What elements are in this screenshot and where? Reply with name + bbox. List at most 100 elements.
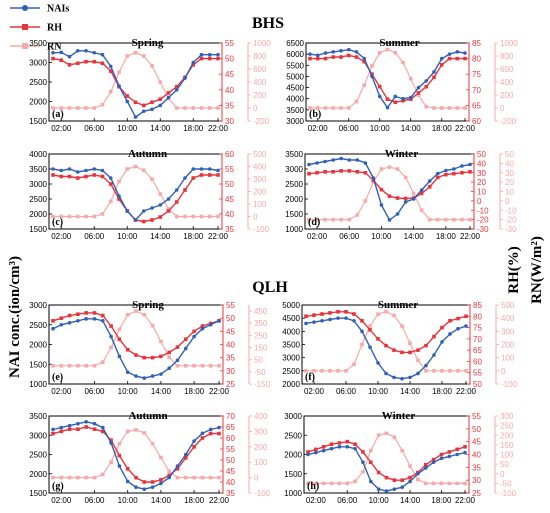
point-nais [439,456,444,461]
rh-tick-label: 65 [472,101,481,110]
nai-tick-label: 4000 [29,150,47,159]
point-rn [339,106,343,110]
point-rn [216,106,220,110]
point-rn [455,106,460,110]
point-nais [337,445,342,449]
rh-tick-label: 25 [472,489,481,498]
rh-tick-label: 45 [226,327,235,336]
point-nais [329,446,334,451]
panel-title: Winter [385,148,419,160]
point-rh [117,337,122,342]
x-tick-label: 02:00 [306,496,327,505]
x-tick-label: 22:00 [455,124,476,133]
point-rh [436,175,440,180]
point-rh [395,196,400,200]
point-nais [125,370,130,374]
point-rn [392,313,396,318]
x-tick-label: 06:00 [84,232,105,241]
panel-e: 1000 1500 2000 2500 3000 25 30 35 40 45 50 55 -150 -5… [29,299,270,396]
point-rh [463,445,467,449]
point-rn [142,312,147,317]
point-rh [191,63,196,67]
point-rn [109,460,113,464]
point-nais [67,423,72,428]
point-rn [92,214,97,219]
rh-tick-label: 50 [473,380,482,389]
point-rn [352,362,356,367]
point-rn [117,327,122,332]
rh-tick-label: 35 [226,489,235,498]
point-rn [423,481,428,486]
point-rn [314,481,318,486]
x-tick-label: 06:00 [339,124,360,133]
point-rn [320,369,324,373]
x-tick-label: 10:00 [369,496,390,505]
point-nais [416,471,420,476]
rh-tick-label: 30 [472,476,481,485]
point-rn [387,165,392,169]
point-rh [376,470,381,475]
nai-tick-label: 3000 [286,117,304,126]
point-rn [323,217,327,222]
x-tick-label: 22:00 [455,496,476,505]
point-nais [424,79,429,83]
rn-tick-label: 100 [500,451,514,460]
point-rn [304,369,308,373]
x-tick-label: 02:00 [308,124,329,133]
panel-title: Spring [132,37,164,49]
panel-b: 3000350040004500500055006000650060657075… [286,37,518,133]
point-nais [314,450,318,455]
y-right-axis-label-rn: RN(W/m²) [529,236,545,304]
point-rn [347,217,352,222]
point-rn [67,214,72,219]
nai-tick-label: 4000 [282,327,300,336]
point-rh [328,311,332,315]
nai-tick-label: 2500 [29,195,47,204]
point-rn [368,324,372,328]
point-rn [158,80,163,84]
point-rh [76,427,80,431]
point-rh [141,219,146,224]
panel-a: 1500 2000 2500 3000 3500 30 35 40 45 50 55 -200 0 200… [29,37,271,133]
point-rh [400,350,404,355]
rn-tick-label: -100 [501,380,518,389]
point-nais [92,167,97,171]
point-nais [134,374,138,378]
point-nais [51,50,55,55]
point-nais [371,176,376,180]
point-rh [440,325,444,330]
point-rn [141,168,146,173]
panel-f: 2000250030003500400045005000505560657075… [282,299,517,396]
point-rn [427,217,432,222]
point-rh [184,456,188,460]
nai-tick-label: 3500 [282,341,300,350]
nai-tick-label: 2000 [29,470,47,479]
point-rh [117,453,122,458]
x-tick-label: 14:00 [150,124,171,133]
point-rn [369,448,373,453]
point-rn [403,175,408,180]
legend-marker-rn [22,43,28,49]
point-rn [353,479,357,484]
point-rh [346,53,351,58]
point-rh [355,170,360,174]
point-nais [427,179,432,183]
rn-tick-label: 200 [253,188,267,197]
point-rn [59,363,64,368]
point-rn [84,363,88,368]
point-nais [166,197,171,201]
point-rh [439,452,444,457]
rn-tick-label: 200 [501,341,515,350]
point-nais [315,161,319,165]
point-nais [207,167,212,171]
rn-tick-label: 600 [253,65,267,74]
point-nais [141,209,146,213]
x-tick-label: 14:00 [400,496,421,505]
point-rn [199,106,204,110]
point-nais [377,94,382,99]
point-rh [76,312,80,317]
point-rn [167,469,171,474]
point-rh [166,91,171,95]
point-rn [207,214,212,219]
point-rh [92,59,97,64]
